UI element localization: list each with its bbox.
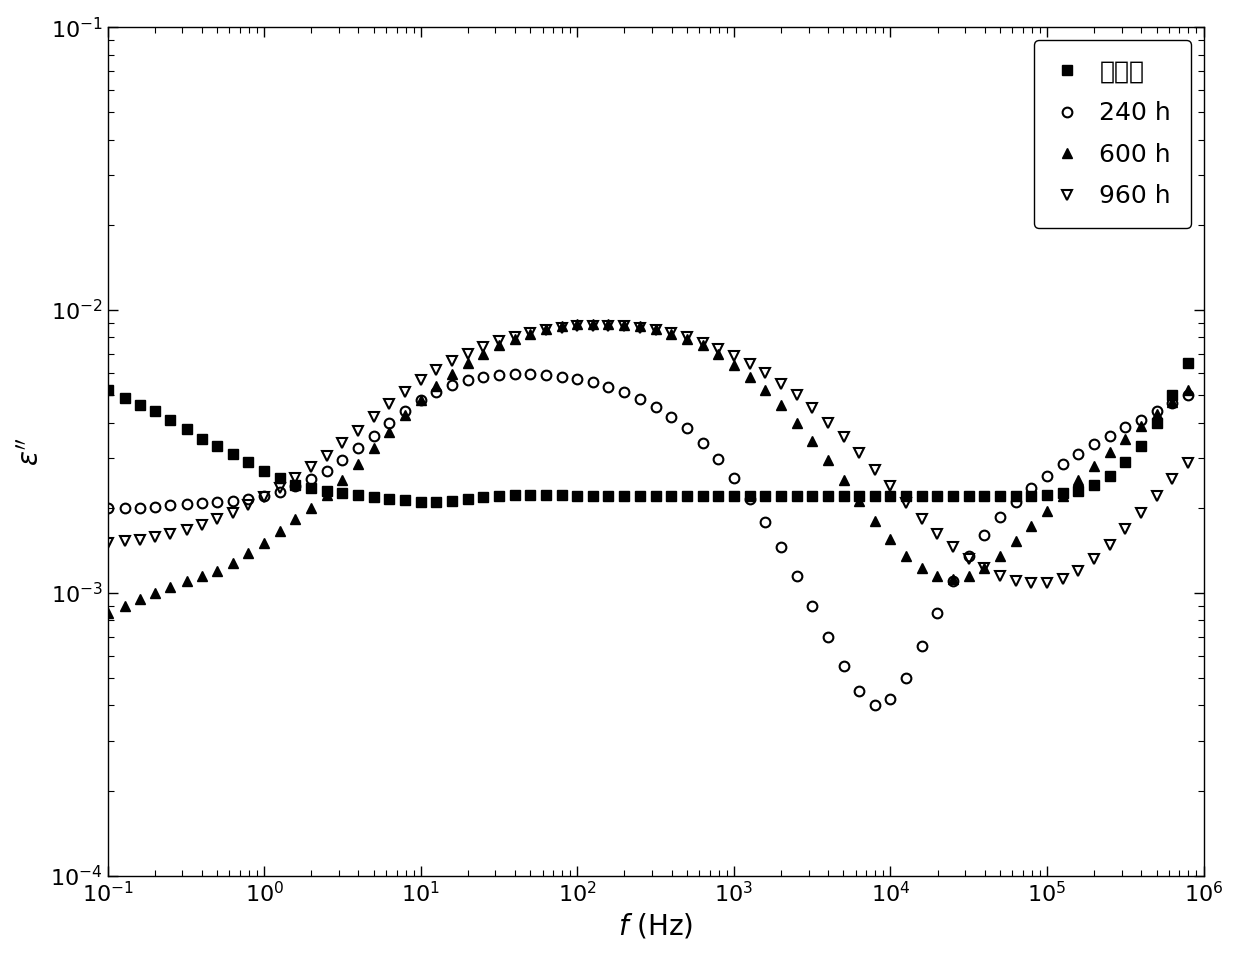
960 h: [711, 343, 725, 354]
960 h: [100, 538, 115, 549]
960 h: [351, 425, 366, 436]
600 h: [429, 380, 444, 391]
960 h: [554, 323, 569, 334]
960 h: [585, 320, 600, 331]
600 h: [351, 458, 366, 470]
960 h: [1024, 578, 1039, 590]
240 h: [241, 493, 255, 504]
960 h: [429, 364, 444, 375]
未老化: [351, 489, 366, 501]
240 h: [868, 700, 883, 711]
未老化: [711, 490, 725, 501]
Y-axis label: $\varepsilon''$: $\varepsilon''$: [16, 437, 45, 466]
未老化: [1180, 357, 1195, 368]
240 h: [351, 442, 366, 454]
240 h: [507, 368, 522, 380]
960 h: [241, 500, 255, 511]
未老化: [100, 385, 115, 396]
240 h: [429, 386, 444, 397]
600 h: [585, 318, 600, 329]
240 h: [1180, 389, 1195, 401]
Line: 240 h: 240 h: [103, 369, 1193, 710]
Line: 960 h: 960 h: [103, 321, 1193, 589]
未老化: [241, 456, 255, 468]
600 h: [1039, 505, 1054, 517]
X-axis label: $f$ (Hz): $f$ (Hz): [618, 911, 693, 941]
240 h: [711, 453, 725, 464]
600 h: [100, 607, 115, 618]
600 h: [711, 348, 725, 360]
未老化: [1039, 489, 1054, 501]
960 h: [1055, 573, 1070, 585]
960 h: [1180, 457, 1195, 469]
未老化: [444, 495, 459, 506]
Legend: 未老化, 240 h, 600 h, 960 h: 未老化, 240 h, 600 h, 960 h: [1034, 40, 1192, 229]
未老化: [1024, 490, 1039, 501]
未老化: [413, 496, 428, 507]
240 h: [570, 373, 585, 385]
600 h: [1024, 521, 1039, 532]
600 h: [1180, 385, 1195, 396]
Line: 未老化: 未老化: [103, 358, 1193, 506]
240 h: [100, 502, 115, 514]
240 h: [1055, 458, 1070, 470]
600 h: [241, 547, 255, 559]
Line: 600 h: 600 h: [103, 319, 1193, 617]
